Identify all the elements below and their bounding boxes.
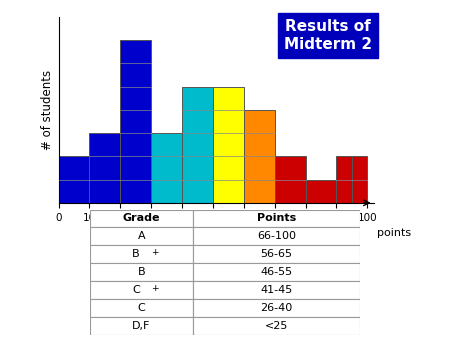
Text: C: C [132, 285, 140, 295]
Text: C: C [137, 303, 145, 313]
Bar [193, 245, 360, 263]
Text: D,F: D,F [132, 321, 150, 331]
Bar [193, 317, 360, 335]
Bar [90, 263, 193, 281]
Text: <25: <25 [265, 321, 288, 331]
Text: 46-55: 46-55 [260, 267, 292, 277]
Bar [337, 156, 352, 203]
Bar [193, 210, 360, 227]
Bar [213, 87, 244, 203]
Bar [193, 281, 360, 299]
Text: 66-100: 66-100 [257, 231, 296, 241]
Y-axis label: # of students: # of students [41, 70, 54, 150]
Bar [244, 110, 274, 203]
Text: Grade: Grade [122, 214, 160, 223]
Text: Results of
Midterm 2: Results of Midterm 2 [284, 19, 372, 52]
Text: +: + [151, 248, 158, 257]
Bar [90, 299, 193, 317]
Bar [90, 227, 193, 245]
Bar [90, 245, 193, 263]
Text: 56-65: 56-65 [260, 249, 292, 259]
Bar [58, 156, 90, 203]
Bar [352, 156, 367, 203]
Text: B: B [138, 267, 145, 277]
Text: 26-40: 26-40 [260, 303, 292, 313]
Text: +: + [151, 284, 158, 293]
Bar [151, 133, 182, 203]
Bar [90, 281, 193, 299]
Bar [274, 156, 306, 203]
Bar [90, 210, 193, 227]
Text: B: B [132, 249, 140, 259]
Bar [193, 263, 360, 281]
Bar [182, 87, 213, 203]
Bar [193, 227, 360, 245]
Text: 41-45: 41-45 [260, 285, 292, 295]
Bar [306, 179, 337, 203]
Bar [90, 133, 120, 203]
Bar [120, 40, 151, 203]
Bar [193, 299, 360, 317]
Text: A: A [138, 231, 145, 241]
Bar [90, 317, 193, 335]
Text: Points: Points [256, 214, 296, 223]
Text: points: points [377, 228, 411, 238]
